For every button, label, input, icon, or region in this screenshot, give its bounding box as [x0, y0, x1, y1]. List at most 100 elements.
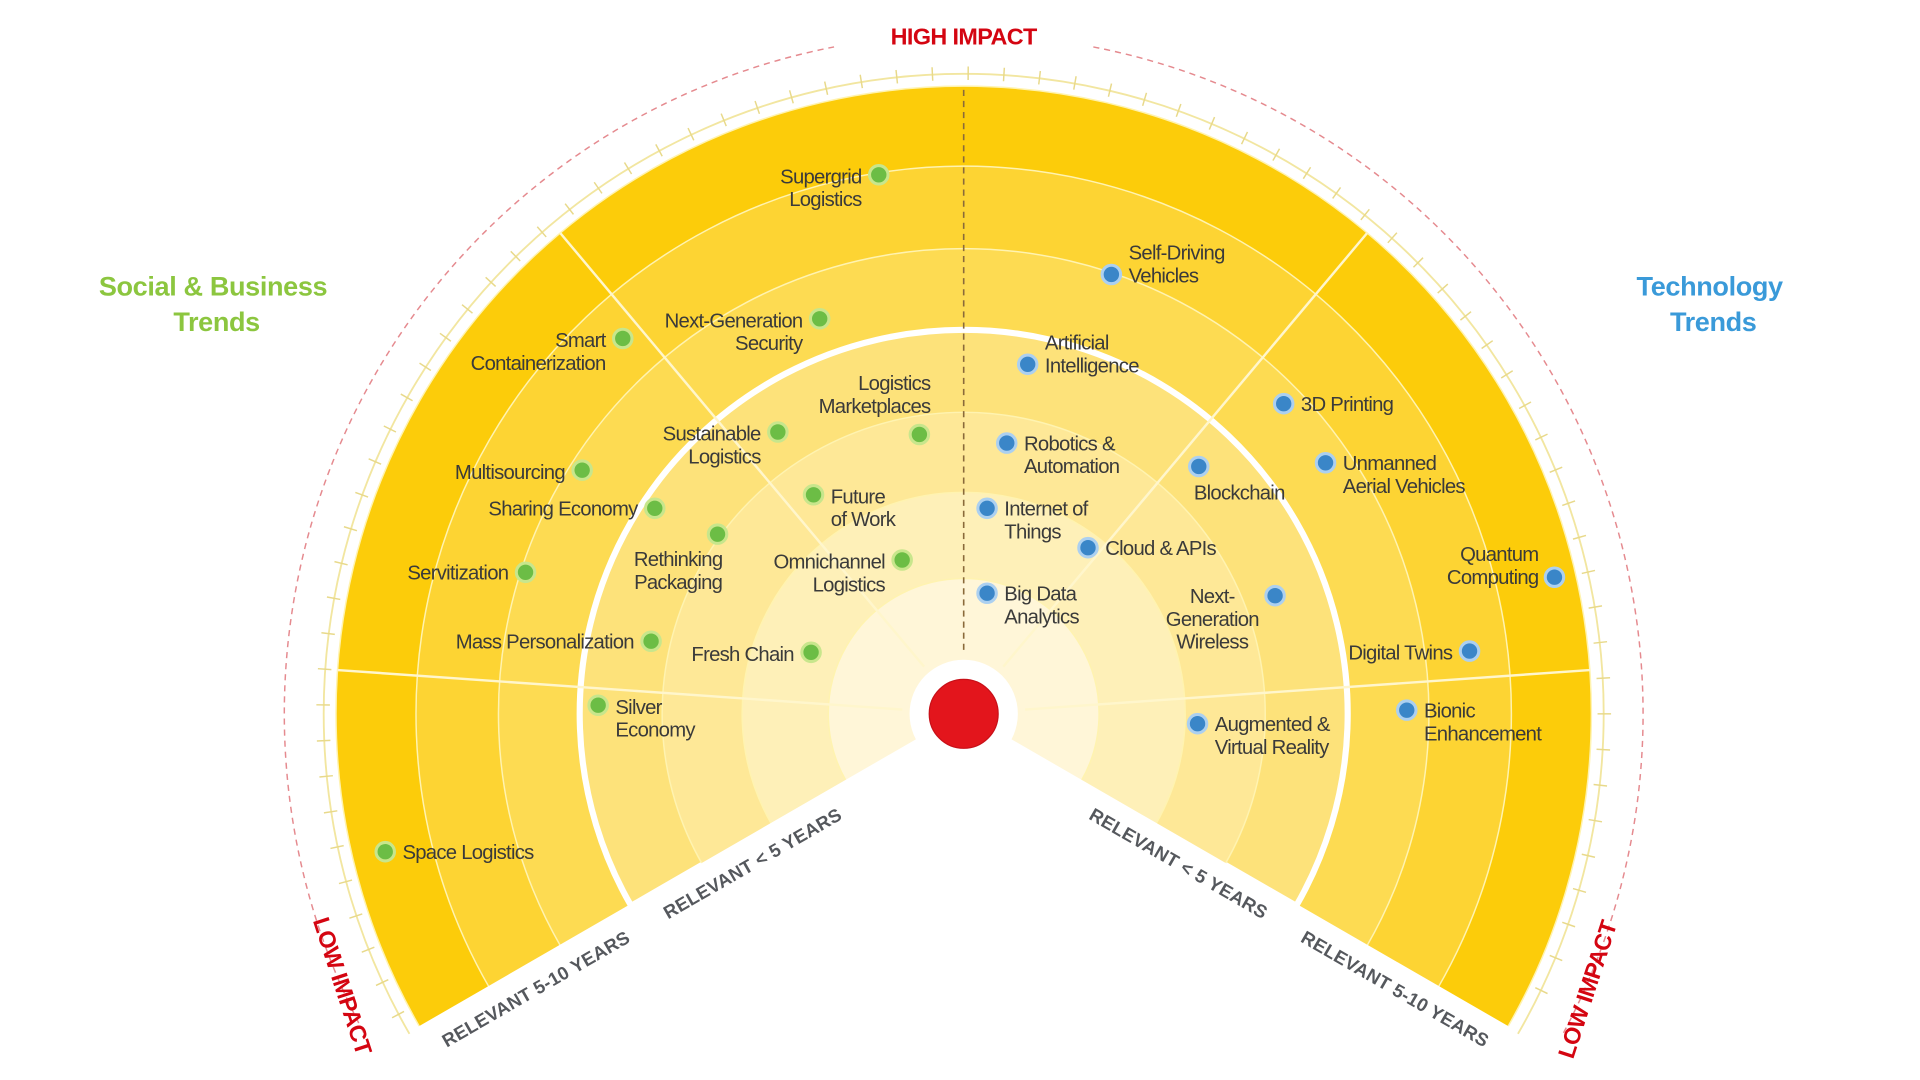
trend-label-line: Blockchain — [1194, 483, 1285, 505]
tick-mark — [1240, 131, 1249, 145]
tick-mark — [1562, 500, 1576, 507]
trend-item[interactable]: Artificial Intelligence — [1016, 333, 1140, 378]
high-impact-label: HIGH IMPACT — [891, 23, 1038, 49]
tech-trend-dot — [1188, 455, 1210, 478]
tick-mark — [439, 332, 452, 342]
trend-item[interactable]: Multisourcing — [455, 459, 593, 484]
tick-mark — [330, 844, 344, 850]
radar-edge-line — [408, 712, 965, 1036]
tick-mark — [1272, 148, 1281, 161]
trend-label-line: Analytics — [1004, 606, 1079, 628]
trend-label: Unmanned Aerial Vehicles — [1343, 453, 1466, 498]
trend-item[interactable]: Silver Economy — [587, 694, 697, 742]
trend-label-line: Generation — [1166, 609, 1259, 631]
tick-mark — [391, 1010, 405, 1019]
trend-label-line: Economy — [615, 720, 696, 742]
radar-decor — [283, 46, 1644, 1036]
tick-mark — [1534, 987, 1548, 995]
tick-mark — [788, 90, 794, 104]
trend-label-line: Logistics — [858, 373, 931, 395]
trend-item[interactable]: Rethinking Packaging — [634, 523, 729, 594]
trend-item[interactable]: 3D Printing — [1272, 392, 1394, 416]
tick-mark — [1596, 676, 1611, 680]
trend-label-line: Mass Personalization — [456, 632, 634, 654]
trend-item[interactable]: Sustainable Logistics — [663, 421, 789, 469]
trend-item[interactable]: Space Logistics — [374, 840, 535, 864]
trend-item[interactable]: Digital Twins — [1348, 640, 1481, 665]
social-trend-dot — [706, 523, 729, 545]
trend-item[interactable]: Robotics & Automation — [996, 432, 1120, 478]
trend-item[interactable]: Sharing Economy — [488, 497, 666, 521]
trend-item[interactable]: Big Data Analytics — [976, 582, 1080, 629]
tech-trend-dot — [1314, 452, 1337, 474]
tick-mark — [400, 393, 413, 402]
trend-item[interactable]: Self-Driving Vehicles — [1100, 243, 1225, 288]
social-trend-dot — [868, 164, 890, 186]
tick-mark — [859, 74, 864, 89]
tech-trend-dot — [996, 432, 1018, 454]
tick-mark — [754, 100, 761, 115]
trend-item[interactable]: Cloud & APIs — [1077, 536, 1217, 560]
trend-item[interactable]: Quantum Computing — [1447, 544, 1566, 589]
trend-item[interactable]: Next-Generation Security — [665, 308, 831, 356]
tech-title-line: Technology — [1637, 270, 1783, 301]
trend-label: Servitization — [407, 563, 508, 585]
trend-label: Self-Driving Vehicles — [1129, 243, 1225, 288]
trend-item[interactable]: Fresh Chain — [691, 641, 822, 666]
tick-mark — [720, 113, 727, 127]
trend-label-line: Supergrid — [780, 166, 861, 188]
radar-edge-line — [962, 712, 1519, 1036]
trend-label: Smart Containerization — [471, 330, 607, 375]
social-trend-dot — [587, 694, 609, 716]
tick-mark — [623, 162, 633, 175]
trend-label-line: 3D Printing — [1301, 394, 1393, 416]
trend-label-line: Servitization — [407, 563, 508, 585]
trend-label-line: Intelligence — [1045, 355, 1139, 377]
tick-mark — [419, 362, 432, 372]
trend-label-line: Augmented & — [1215, 714, 1331, 736]
trend-item[interactable]: Bionic Enhancement — [1396, 699, 1543, 746]
tick-mark — [317, 667, 332, 671]
trend-item[interactable]: Logistics Marketplaces — [819, 373, 932, 446]
social-trend-dot — [644, 497, 666, 520]
tick-mark — [1562, 921, 1576, 928]
trend-label-line: Quantum — [1460, 544, 1538, 566]
technology-trends-title: Technology Trends — [1637, 270, 1790, 337]
trend-item[interactable]: Smart Containerization — [471, 327, 634, 375]
trend-label-line: Marketplaces — [819, 396, 931, 418]
trend-item[interactable]: Unmanned Aerial Vehicles — [1314, 452, 1466, 498]
tech-trend-dot — [1396, 699, 1418, 721]
trend-item[interactable]: Supergrid Logistics — [780, 164, 890, 212]
trend-item[interactable]: Blockchain — [1188, 455, 1285, 505]
tick-mark — [321, 631, 335, 636]
trend-label-line: Smart — [555, 330, 607, 352]
tick-mark — [1518, 401, 1532, 410]
trend-label: Bionic Enhancement — [1424, 701, 1542, 746]
trend-item[interactable]: Internet of Things — [976, 497, 1089, 544]
tech-trend-dot — [1100, 263, 1123, 286]
trend-item[interactable]: Next-Generation Wireless — [1166, 584, 1286, 654]
trend-item[interactable]: Servitization — [407, 561, 537, 585]
trend-item[interactable]: Omnichannel Logistics — [773, 549, 913, 597]
tick-mark — [1208, 116, 1216, 130]
trend-label: Space Logistics — [402, 842, 534, 864]
trend-label: Digital Twins — [1348, 643, 1453, 665]
tech-trend-dot — [1458, 640, 1481, 662]
trend-label-line: Big Data — [1004, 584, 1077, 606]
tick-mark — [1581, 853, 1596, 858]
trend-item[interactable]: Augmented & Virtual Reality — [1186, 712, 1332, 759]
sector-divider — [337, 668, 903, 711]
trend-label-line: Next- — [1190, 586, 1235, 608]
trend-label-line: Cloud & APIs — [1105, 538, 1216, 560]
tick-mark — [1141, 92, 1148, 106]
trend-item[interactable]: Future of Work — [802, 484, 897, 532]
social-trend-dot — [802, 484, 825, 506]
social-trend-dot — [808, 308, 831, 330]
trend-label: Internet of Things — [1004, 499, 1088, 544]
trend-label-line: Logistics — [813, 574, 886, 596]
trend-item[interactable]: Mass Personalization — [456, 630, 662, 654]
trend-label-line: Unmanned — [1343, 453, 1436, 475]
tick-mark — [1412, 257, 1424, 268]
tech-title-line: Trends — [1670, 306, 1757, 337]
